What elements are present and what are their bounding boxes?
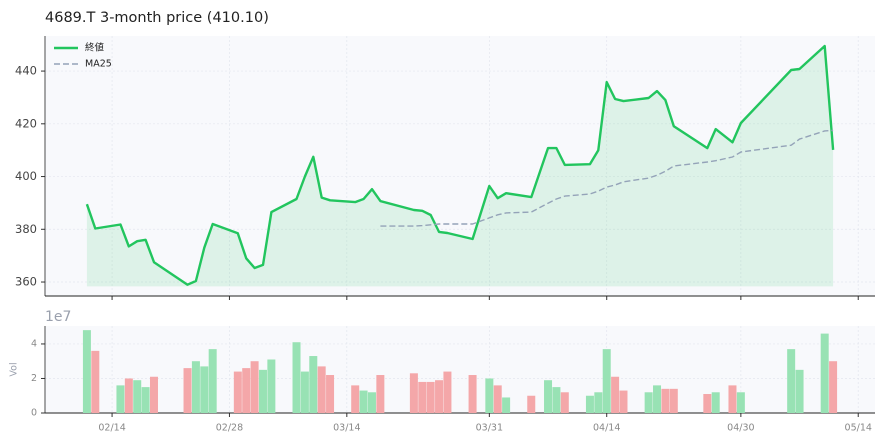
bar	[435, 380, 444, 413]
bar	[116, 385, 125, 413]
bar	[141, 387, 150, 413]
bar	[795, 369, 804, 413]
bar	[485, 378, 494, 413]
bar	[191, 361, 200, 413]
bar	[418, 381, 427, 413]
y-axis-label: Vol	[9, 362, 20, 376]
bar	[787, 349, 796, 413]
bar	[250, 361, 259, 413]
x-tick-label: 02/28	[216, 423, 243, 434]
x-tick-label: 05/14	[845, 423, 872, 434]
bar	[703, 394, 712, 413]
bar	[91, 350, 100, 413]
bar	[267, 359, 276, 413]
y-tick-label: 360	[15, 275, 37, 289]
line	[85, 44, 835, 286]
bar	[611, 376, 620, 413]
bar	[82, 330, 91, 413]
bar	[829, 361, 838, 413]
bar	[409, 373, 418, 413]
bar	[711, 392, 720, 413]
bar	[560, 392, 569, 413]
bar	[351, 385, 360, 413]
bar	[233, 371, 242, 413]
legend-label: 終値	[85, 42, 105, 54]
line	[380, 129, 834, 227]
bar	[527, 395, 536, 413]
bar	[552, 387, 561, 413]
bar	[242, 368, 251, 413]
bar	[326, 375, 335, 413]
x-tick-label: 03/14	[333, 423, 360, 434]
bar	[426, 381, 435, 413]
x-tick-label: 04/30	[727, 423, 754, 434]
bar	[300, 371, 309, 413]
bar	[124, 378, 133, 413]
y-tick-label: 400	[15, 169, 37, 183]
y-tick-label: 440	[15, 64, 37, 78]
bar	[292, 342, 301, 413]
offset-label: 1e7	[45, 309, 71, 325]
bar	[502, 397, 511, 413]
bar	[669, 388, 678, 413]
bar	[133, 380, 142, 413]
bar	[594, 392, 603, 413]
bar	[359, 390, 368, 413]
y-tick-label: 380	[15, 222, 37, 236]
price-panel	[45, 36, 875, 296]
bar	[736, 392, 745, 413]
bar	[493, 385, 502, 413]
bar	[619, 390, 628, 413]
bar	[200, 366, 209, 413]
bar	[602, 349, 611, 413]
bar	[820, 333, 829, 413]
bar	[443, 371, 452, 413]
bar	[585, 395, 594, 413]
bar	[149, 376, 158, 413]
bar	[367, 392, 376, 413]
area	[86, 46, 834, 287]
bar	[544, 380, 553, 413]
legend-label: MA25	[85, 59, 112, 70]
bar	[644, 392, 653, 413]
bar	[208, 349, 217, 413]
bar	[468, 375, 477, 413]
x-tick-label: 04/14	[593, 423, 620, 434]
bar	[309, 356, 318, 413]
bar	[728, 385, 737, 413]
chart-title: 4689.T 3-month price (410.10)	[45, 10, 269, 26]
volume-panel	[45, 326, 875, 413]
y-tick-label: 2	[31, 373, 37, 384]
bar	[661, 388, 670, 413]
y-tick-label: 0	[31, 408, 37, 419]
y-tick-label: 420	[15, 116, 37, 130]
x-tick-label: 03/31	[476, 423, 503, 434]
y-tick-label: 4	[31, 338, 37, 349]
bar	[317, 366, 326, 413]
bar	[183, 368, 192, 413]
bar	[258, 369, 267, 413]
x-tick-label: 02/14	[98, 423, 125, 434]
bar	[653, 385, 662, 413]
bar	[376, 375, 385, 413]
